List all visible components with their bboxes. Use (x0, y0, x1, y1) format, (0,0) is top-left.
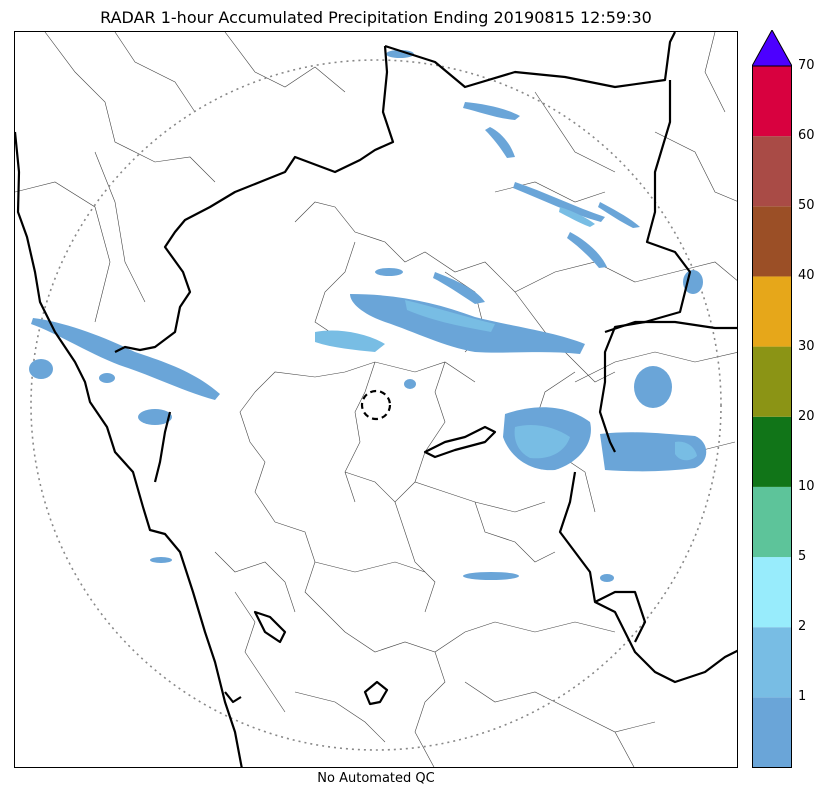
map-title: RADAR 1-hour Accumulated Precipitation E… (100, 8, 652, 27)
precipitation-echoes (29, 50, 707, 582)
radar-map[interactable] (14, 31, 738, 768)
colorbar-tick-label: 40 (798, 268, 815, 284)
colorbar-segment (752, 346, 792, 417)
precipitation-colorbar (751, 28, 793, 768)
colorbar-tick-label: 10 (798, 478, 815, 494)
colorbar-tick-label: 30 (798, 338, 815, 354)
district-boundaries (15, 32, 737, 767)
colorbar-segment (752, 136, 792, 207)
colorbar-segment (752, 206, 792, 277)
colorbar-tick-label: 5 (798, 549, 807, 565)
state-boundaries (15, 32, 737, 767)
colorbar-segment (752, 697, 792, 768)
qc-note: No Automated QC (317, 771, 435, 786)
radar-map-canvas (15, 32, 737, 767)
colorbar-segment (752, 486, 792, 558)
radar-range-ring (30, 59, 722, 751)
colorbar-extend-arrow (751, 28, 793, 67)
colorbar-tick-label: 1 (798, 689, 807, 705)
colorbar-segment (752, 66, 792, 137)
colorbar-segment (752, 627, 792, 698)
colorbar-tick-label: 70 (798, 58, 815, 73)
colorbar-border (752, 65, 792, 768)
colorbar-tick-label: 20 (798, 408, 815, 424)
colorbar-segment (752, 416, 792, 487)
colorbar-segment (752, 557, 792, 628)
colorbar-tick-label: 2 (798, 619, 807, 635)
colorbar-tick-label: 50 (798, 198, 815, 214)
colorbar-segment (752, 276, 792, 347)
colorbar-tick-label: 60 (798, 128, 815, 144)
radar-site-marker (360, 389, 392, 421)
